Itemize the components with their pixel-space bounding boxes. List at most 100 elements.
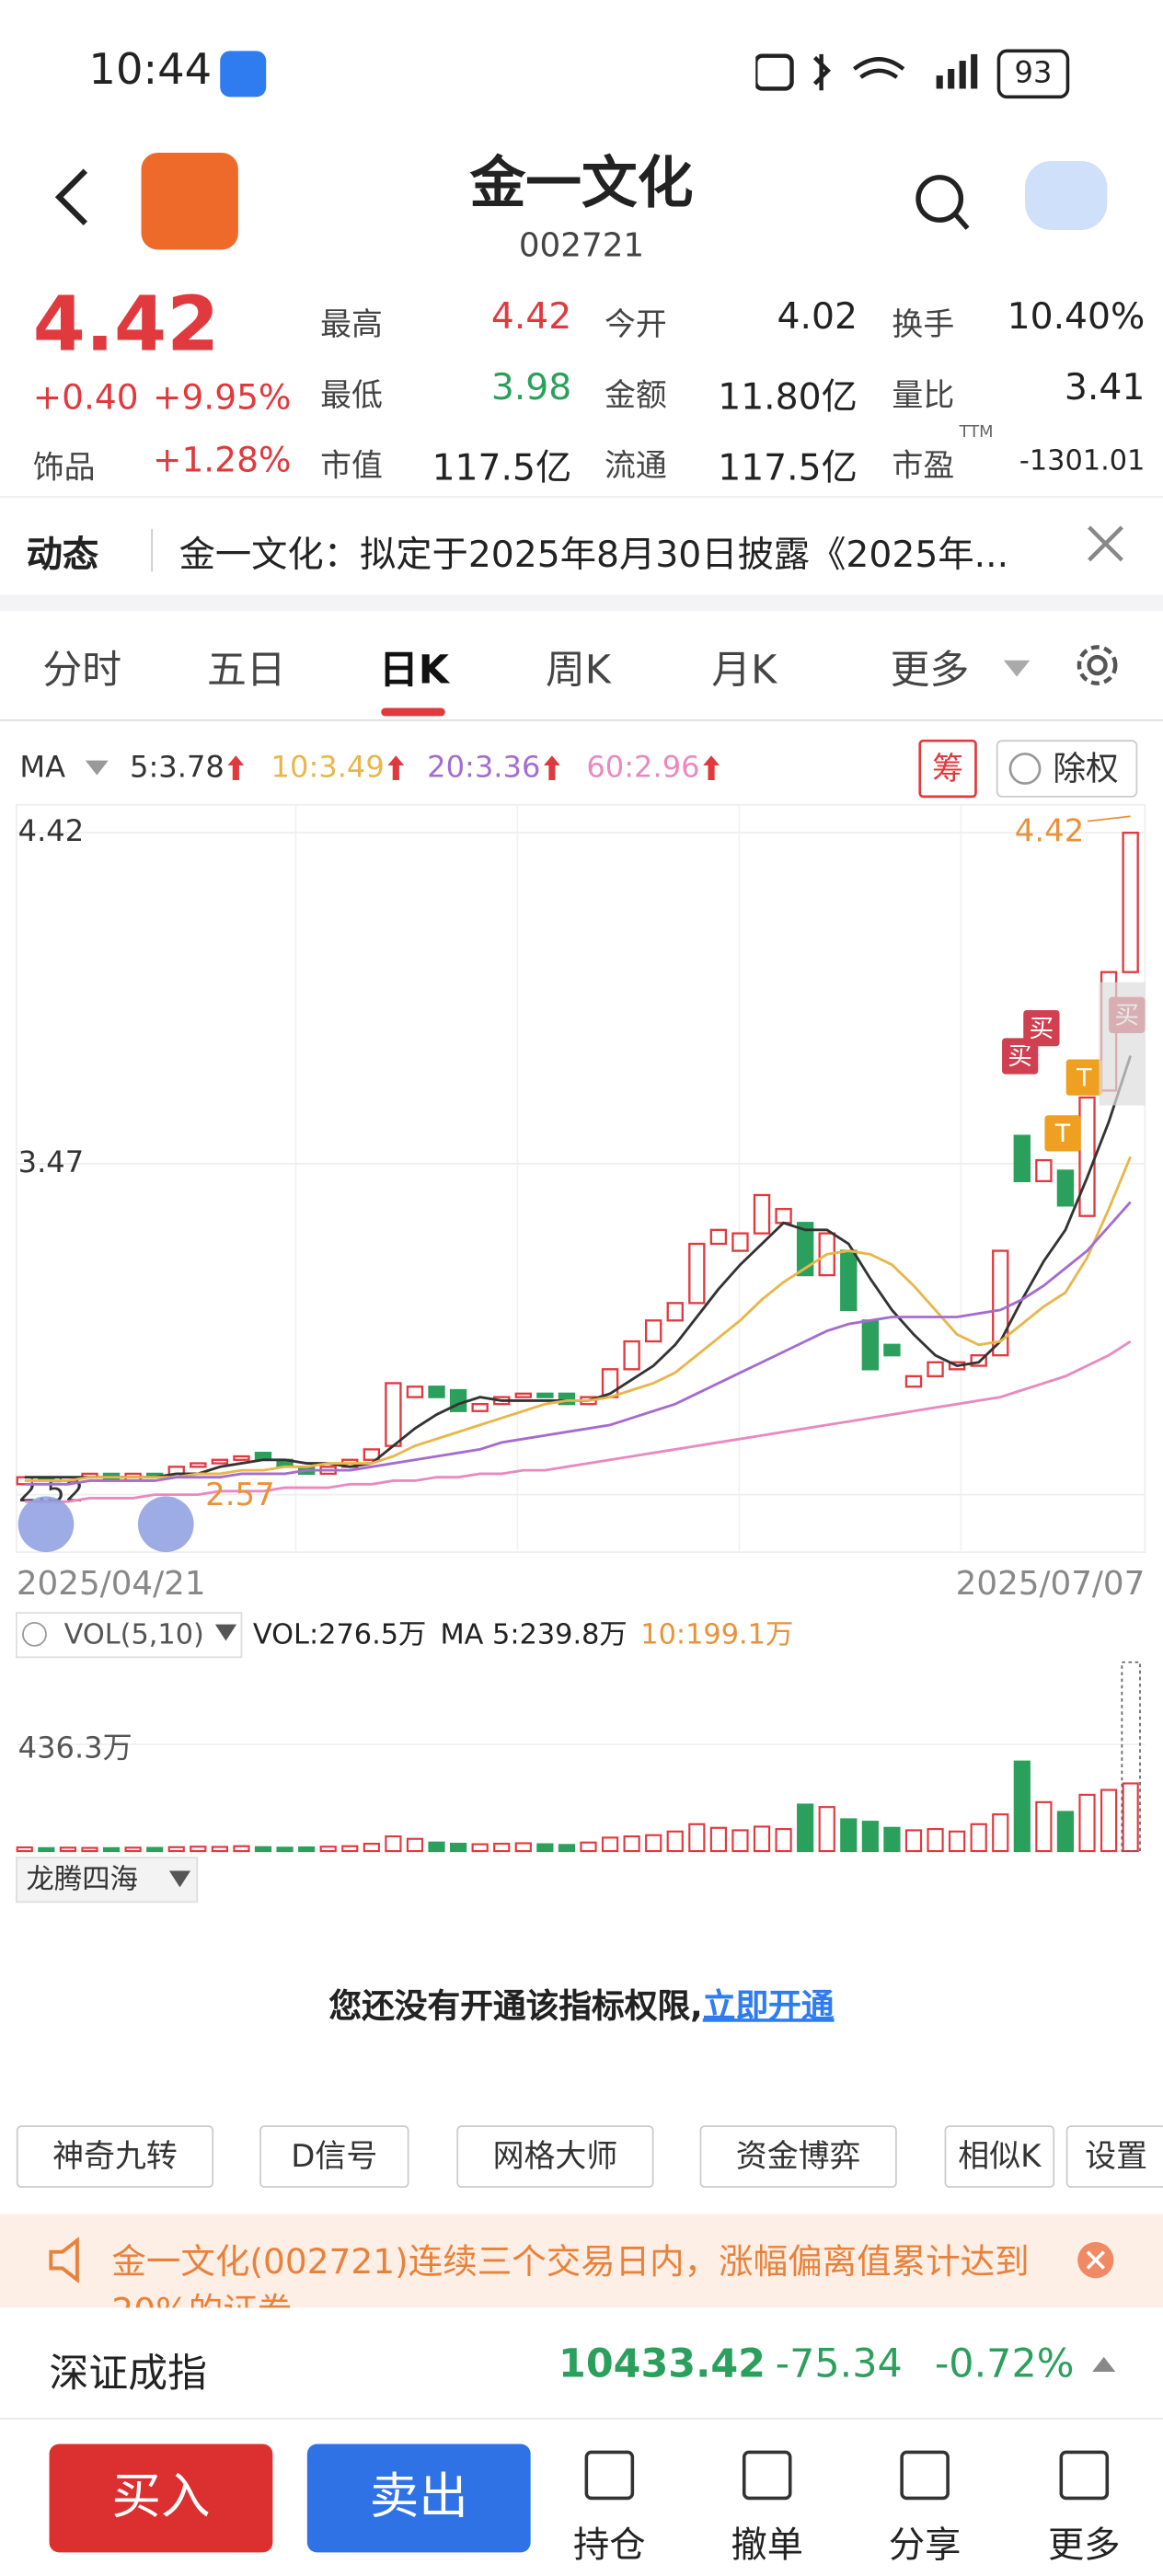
index-change: -75.34 xyxy=(775,2340,903,2387)
signal-badge xyxy=(1023,1009,1060,1047)
settings-button[interactable] xyxy=(1071,638,1123,697)
x-tick-label: 2025/04/21 xyxy=(17,1565,206,1603)
ttm-tag: TTM xyxy=(959,423,994,443)
index-caret[interactable] xyxy=(1090,2353,1117,2373)
alert-close[interactable] xyxy=(1076,2240,1115,2280)
signal-badge xyxy=(1044,1115,1081,1152)
candle-body xyxy=(645,1319,662,1343)
stat-label: 市值 xyxy=(320,448,384,485)
legend-arrow xyxy=(387,755,405,781)
indicator-box[interactable] xyxy=(15,1857,199,1903)
nav-label[interactable]: 分享 xyxy=(888,2525,961,2568)
zoom-button[interactable] xyxy=(137,1496,194,1553)
tool-button[interactable]: 神奇九转 xyxy=(16,2125,214,2189)
period-tab[interactable]: 周K xyxy=(545,647,611,694)
stat-label: 最低 xyxy=(320,377,384,414)
stat-label: 量比 xyxy=(892,377,955,414)
stat-value: 3.41 xyxy=(1064,367,1146,409)
x-tick-label: 2025/07/07 xyxy=(956,1565,1146,1603)
candle-body xyxy=(861,1319,880,1371)
sell-button[interactable]: 卖出 xyxy=(306,2444,531,2553)
vol-focus xyxy=(1121,1661,1141,1852)
back-icon xyxy=(54,168,88,226)
assistant-button[interactable] xyxy=(1025,160,1108,230)
period-tab[interactable]: 分时 xyxy=(42,647,122,694)
period-tab[interactable]: 月K xyxy=(711,647,777,694)
search-button[interactable] xyxy=(914,172,973,241)
period-tab[interactable]: 五日 xyxy=(206,647,286,694)
indicator-caret xyxy=(168,1870,191,1888)
candle-body xyxy=(233,1455,250,1461)
app-icon xyxy=(220,51,267,98)
volume-bar xyxy=(1122,1782,1139,1853)
ma-line xyxy=(24,1055,1133,1479)
status-glyphs xyxy=(754,53,978,91)
nav-label[interactable]: 持仓 xyxy=(573,2525,646,2568)
tool-button[interactable]: 网格大师 xyxy=(456,2125,654,2189)
volume-bar xyxy=(731,1829,749,1853)
adjust-button[interactable] xyxy=(996,740,1138,798)
nav-label[interactable]: 撤单 xyxy=(731,2525,804,2568)
volume-bar xyxy=(276,1846,294,1853)
volume-bar xyxy=(558,1844,576,1853)
sector-name: 饰品 xyxy=(32,450,96,487)
volume-bar xyxy=(341,1845,359,1853)
stat-label: 最高 xyxy=(320,306,384,344)
legend-arrow xyxy=(543,755,560,781)
nav-icon[interactable] xyxy=(742,2450,792,2501)
volume-bar xyxy=(601,1836,619,1853)
candle-body xyxy=(883,1343,901,1357)
volume-bar xyxy=(102,1846,121,1853)
speaker-icon xyxy=(49,2237,79,2283)
tool-button[interactable]: D信号 xyxy=(259,2125,409,2189)
volume-bar xyxy=(797,1803,814,1853)
volume-bar xyxy=(1056,1811,1075,1853)
nav-icon[interactable] xyxy=(1059,2450,1110,2501)
period-tab[interactable]: 更多 xyxy=(890,647,970,694)
nav-icon[interactable] xyxy=(584,2450,635,2501)
volume-bar xyxy=(904,1829,923,1853)
nav-icon[interactable] xyxy=(900,2450,950,2501)
volume-bar xyxy=(1013,1760,1031,1853)
ma-line xyxy=(24,1156,1132,1482)
alert-text[interactable]: 金一文化(002721)连续三个交易日内，涨幅偏离值累计达到20%的证券 xyxy=(111,2241,1030,2307)
ma-legend: 60:2.96 xyxy=(586,750,699,785)
period-tab[interactable]: 日K xyxy=(378,647,449,694)
volume-bar xyxy=(211,1846,228,1853)
tool-button[interactable]: 设置 xyxy=(1065,2125,1163,2189)
caret xyxy=(1003,660,1031,677)
indicator-name: 龙腾四海 xyxy=(27,1864,138,1896)
news-text[interactable]: 金一文化：拟定于2025年8月30日披露《2025年... xyxy=(178,535,1009,577)
status-time: 10:44 xyxy=(88,45,213,96)
tool-button[interactable]: 资金博弈 xyxy=(699,2125,897,2189)
ma-legend: 10:3.49 xyxy=(271,750,385,785)
volume-bar xyxy=(428,1841,445,1853)
nav-label[interactable]: 更多 xyxy=(1048,2525,1121,2568)
back-button[interactable] xyxy=(50,165,92,247)
stat-value: -1301.01 xyxy=(1019,444,1146,478)
vol-caret xyxy=(214,1624,237,1641)
tool-button[interactable]: 相似K xyxy=(944,2125,1055,2189)
news-sep xyxy=(151,528,154,572)
index-name: 深证成指 xyxy=(49,2350,207,2397)
chip-button[interactable] xyxy=(918,739,977,799)
volume-bar xyxy=(167,1846,185,1853)
alert-bar: 金一文化(002721)连续三个交易日内，涨幅偏离值累计达到20%的证券 xyxy=(0,2214,1163,2308)
volume-bar xyxy=(536,1843,554,1853)
stat-value: 4.02 xyxy=(777,297,858,339)
scroll-button[interactable] xyxy=(17,1496,75,1553)
candle-body xyxy=(992,1249,1009,1357)
candle-body xyxy=(1078,1096,1096,1217)
notice-link[interactable]: 立即开通 xyxy=(702,1985,835,2026)
ma-label: MA xyxy=(19,750,65,785)
candle-body xyxy=(927,1361,944,1378)
news-close[interactable] xyxy=(1084,523,1126,572)
stat-value: 117.5亿 xyxy=(432,448,572,490)
volume-bar xyxy=(514,1842,532,1853)
max-label: 4.42 xyxy=(1015,813,1085,849)
volume-bar xyxy=(775,1828,792,1853)
buy-button[interactable]: 买入 xyxy=(49,2444,273,2553)
notice-text: 您还没有开通该指标权限, xyxy=(328,1985,703,2026)
volume-bar xyxy=(493,1842,511,1853)
vol-title-box[interactable] xyxy=(15,1612,243,1659)
